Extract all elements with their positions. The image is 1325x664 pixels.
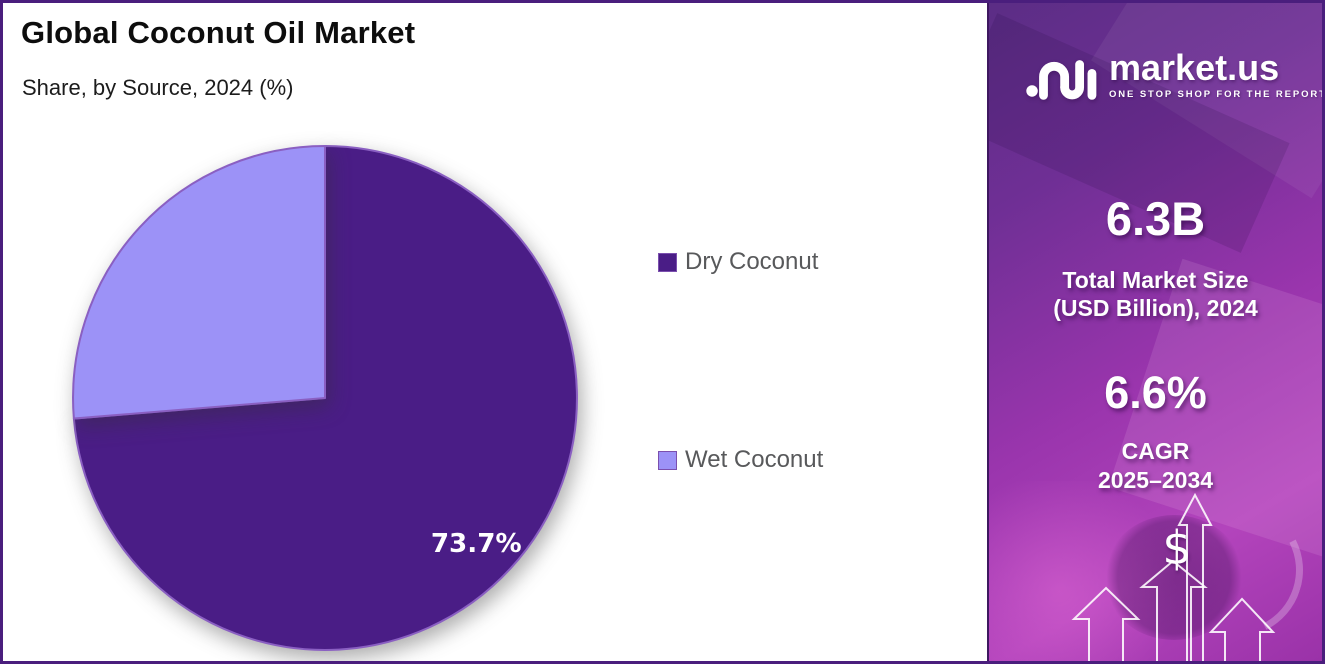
pie-chart: 73.7% [72,145,578,651]
stat-cagr-value: 6.6% [1104,367,1207,418]
legend-item-dry-coconut: Dry Coconut [658,250,818,274]
stat-market-size-label-line2: (USD Billion), 2024 [1053,295,1258,321]
stat-cagr-label-line2: 2025–2034 [1097,467,1214,493]
page-title: Global Coconut Oil Market [21,15,416,50]
legend-label: Dry Coconut [685,248,819,275]
growth-arrows-icon [1071,492,1276,661]
brand-logo: market.us ONE STOP SHOP FOR THE REPORTS [1025,49,1322,103]
brand-tagline: ONE STOP SHOP FOR THE REPORTS [1109,89,1322,100]
page-subtitle: Share, by Source, 2024 (%) [22,75,294,100]
marketus-logo-icon [1026,60,1097,100]
pie-slice-1 [72,145,327,420]
stat-market-size-value: 6.3B [1105,192,1206,245]
sidebar: market.us ONE STOP SHOP FOR THE REPORTS … [987,3,1322,661]
brand-name: market.us [1109,47,1280,88]
legend-label: Wet Coconut [685,446,824,473]
legend-swatch-1 [658,450,677,470]
stat-market-size-label-line1: Total Market Size [1062,267,1249,293]
legend-swatch-0 [658,252,677,272]
stat-cagr-label: CAGR 2025–2034 [989,437,1322,495]
stat-cagr-label-line1: CAGR [1121,438,1190,464]
legend-item-wet-coconut: Wet Coconut [658,448,823,472]
pie-data-label: 73.7% [431,529,522,559]
stat-market-size-label: Total Market Size (USD Billion), 2024 [989,266,1322,322]
